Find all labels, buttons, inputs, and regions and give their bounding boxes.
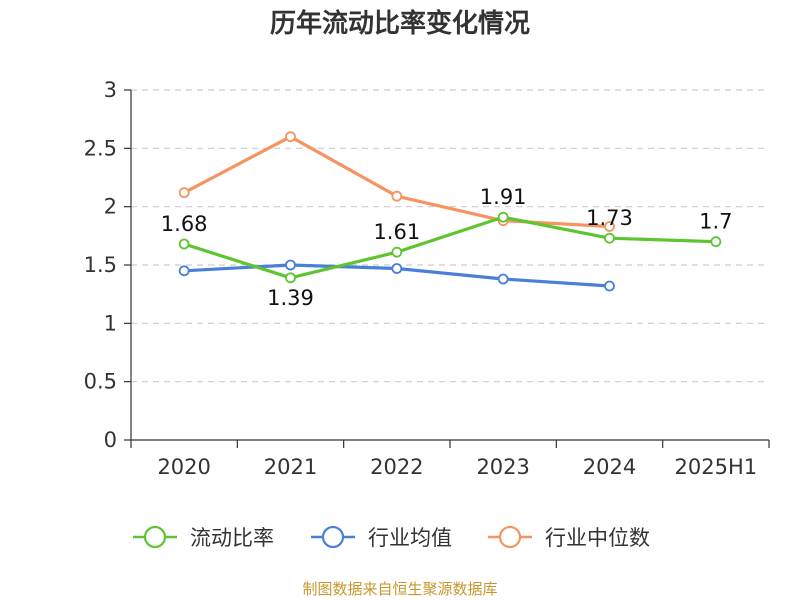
y-tick-label: 2.5 <box>84 136 117 160</box>
data-point[interactable] <box>391 263 403 274</box>
data-label: 1.7 <box>699 210 732 234</box>
data-label: 1.61 <box>373 220 420 244</box>
legend-marker <box>498 525 522 549</box>
data-point[interactable] <box>285 259 296 271</box>
data-point[interactable] <box>604 221 615 232</box>
data-label: 1.73 <box>586 206 633 230</box>
x-tick-label: 2022 <box>370 455 423 479</box>
data-point[interactable] <box>285 131 296 143</box>
legend-item[interactable]: 行业中位数 <box>488 525 650 550</box>
grid-lines <box>131 89 769 383</box>
data-label: 1.91 <box>480 185 527 209</box>
axes: 0 0.5 1 1.5 2 2.5 3 2020 2021 2022 2023 2024 2025H1 <box>84 78 770 479</box>
source-note: 制图数据来自恒生聚源数据库 <box>302 580 497 598</box>
y-tick-label: 0 <box>104 428 117 452</box>
data-label: 1.68 <box>161 212 208 236</box>
data-point[interactable] <box>285 272 296 284</box>
x-tick-label: 2025H1 <box>675 455 758 479</box>
x-tick-label: 2024 <box>583 455 636 479</box>
legend-marker <box>143 525 167 549</box>
data-point[interactable] <box>178 265 190 277</box>
data-label: 1.39 <box>267 286 314 310</box>
legend-item[interactable]: 行业均值 <box>311 525 452 550</box>
legend-item[interactable]: 流动比率 <box>133 525 274 550</box>
legend-label: 行业均值 <box>368 526 452 550</box>
y-tick-label: 1.5 <box>84 253 117 277</box>
series-layer <box>178 131 722 292</box>
legend-label: 行业中位数 <box>545 526 650 550</box>
series-line <box>183 215 716 280</box>
y-tick-label: 3 <box>104 78 117 102</box>
data-labels: 1.68 1.39 1.61 1.91 1.73 1.7 <box>161 185 733 310</box>
x-tick-label: 2023 <box>476 455 529 479</box>
data-point[interactable] <box>391 246 403 258</box>
data-point[interactable] <box>710 236 722 248</box>
data-point[interactable] <box>497 211 509 223</box>
legend-marker <box>321 525 345 549</box>
chart-title: 历年流动比率变化情况 <box>270 8 530 39</box>
data-point[interactable] <box>178 238 190 250</box>
data-point[interactable] <box>178 187 190 199</box>
y-tick-label: 1 <box>104 311 117 335</box>
legend[interactable]: 流动比率 行业均值 行业中位数 <box>133 525 650 550</box>
data-point[interactable] <box>391 190 403 202</box>
data-point[interactable] <box>604 232 615 244</box>
series-line <box>183 135 610 229</box>
x-tick-label: 2020 <box>157 455 210 479</box>
y-tick-label: 2 <box>104 195 117 219</box>
x-tick-label: 2021 <box>264 455 317 479</box>
data-point[interactable] <box>497 273 509 285</box>
y-tick-label: 0.5 <box>84 370 117 394</box>
legend-label: 流动比率 <box>190 526 274 550</box>
data-point[interactable] <box>604 280 615 292</box>
